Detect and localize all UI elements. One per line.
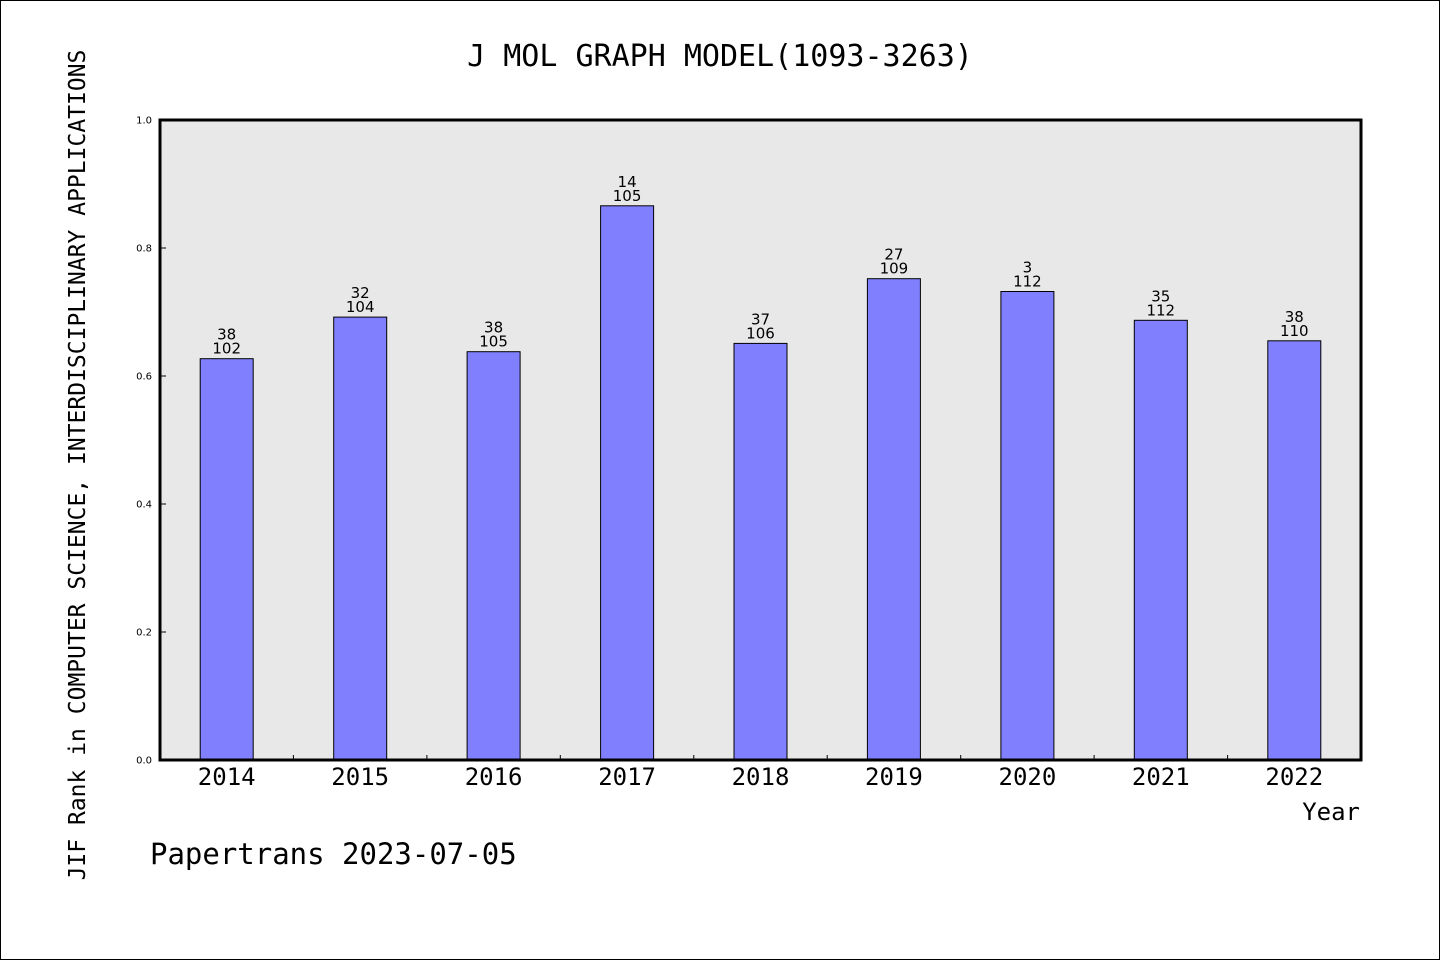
bar-2018 [733,342,788,761]
bar-rank-label-2019: 27 [884,246,903,264]
x-tick-label-2017: 2017 [598,763,656,791]
x-tick-label-2015: 2015 [331,763,389,791]
x-tick-label-2020: 2020 [999,763,1057,791]
bar-2016 [466,351,521,761]
bar-2015 [333,316,388,761]
y-tick-label-0.8: 0.8 [136,244,152,255]
bars-layer [199,205,1322,761]
y-tick-label-1.0: 1.0 [136,116,152,127]
bar-2020 [1000,291,1055,761]
bar-rank-label-2021: 35 [1151,287,1170,305]
bar-total-label-2019: 109 [880,260,909,278]
bar-rank-label-2020: 3 [1023,259,1033,277]
bar-2021 [1133,319,1188,761]
x-axis: 2014 2015 2016 2017 2018 2019 2020 2021 2022 [198,755,1323,791]
bar-rank-label-2015: 32 [351,284,370,302]
bar-rank-label-2016: 38 [484,319,503,337]
y-axis-label: JIF Rank in COMPUTER SCIENCE, INTERDISCI… [65,50,91,881]
bar-total-label-2016: 105 [479,333,508,351]
bar-2014 [199,358,254,761]
y-tick-label-0.6: 0.6 [136,372,152,383]
bar-total-label-2020: 112 [1013,273,1042,291]
x-tick-label-2016: 2016 [465,763,523,791]
x-tick-label-2019: 2019 [865,763,923,791]
bar-total-label-2014: 102 [212,340,241,358]
bar-rank-label-2014: 38 [217,326,236,344]
chart-title: J MOL GRAPH MODEL(1093-3263) [467,39,973,74]
y-tick-label-0.2: 0.2 [136,628,152,639]
x-tick-label-2014: 2014 [198,763,256,791]
footer-credit: Papertrans 2023-07-05 [150,837,517,871]
x-tick-label-2018: 2018 [732,763,790,791]
y-tick-label-0.0: 0.0 [136,756,152,767]
bar-2022 [1267,340,1322,761]
bar-2019 [866,278,921,761]
bar-2017 [600,205,655,761]
bar-total-label-2021: 112 [1146,301,1175,319]
bar-rank-label-2022: 38 [1285,308,1304,326]
bar-total-label-2018: 106 [746,324,775,342]
x-tick-label-2022: 2022 [1265,763,1323,791]
x-axis-label: Year [1302,798,1360,826]
plot-border [158,118,1363,762]
bar-total-label-2022: 110 [1280,322,1309,340]
y-tick-label-0.4: 0.4 [136,500,152,511]
bar-rank-label-2018: 37 [751,310,770,328]
bar-total-label-2015: 104 [346,298,375,316]
x-tick-label-2021: 2021 [1132,763,1190,791]
bar-rank-label-2017: 14 [618,173,637,191]
bar-total-label-2017: 105 [613,187,642,205]
